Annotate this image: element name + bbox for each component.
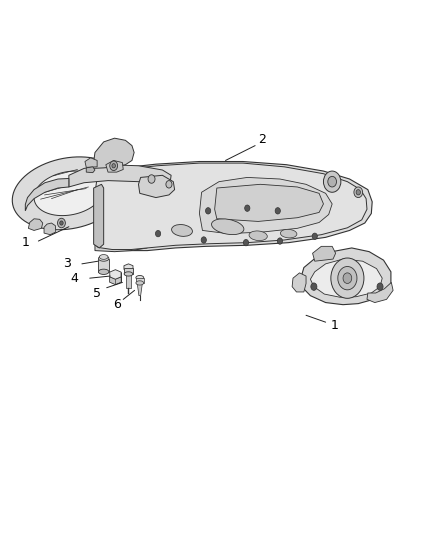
Text: 3: 3 <box>63 257 71 270</box>
Polygon shape <box>95 163 367 249</box>
Text: 1: 1 <box>330 319 338 333</box>
Circle shape <box>244 239 249 246</box>
Ellipse shape <box>99 269 109 274</box>
Polygon shape <box>199 177 332 233</box>
Text: 4: 4 <box>71 272 78 285</box>
Polygon shape <box>215 184 323 221</box>
Ellipse shape <box>99 255 108 260</box>
Polygon shape <box>44 223 56 235</box>
Polygon shape <box>12 157 125 230</box>
Polygon shape <box>124 264 133 271</box>
Text: 2: 2 <box>258 133 266 146</box>
Polygon shape <box>116 277 121 285</box>
Polygon shape <box>124 268 133 274</box>
Polygon shape <box>86 167 95 173</box>
Circle shape <box>323 171 341 192</box>
Circle shape <box>328 176 336 187</box>
Polygon shape <box>367 282 393 303</box>
Circle shape <box>331 258 364 298</box>
Circle shape <box>60 221 63 225</box>
Polygon shape <box>85 158 97 167</box>
Circle shape <box>205 208 211 214</box>
Circle shape <box>311 283 317 290</box>
Polygon shape <box>93 138 134 168</box>
Ellipse shape <box>249 231 267 240</box>
Text: 5: 5 <box>93 287 101 300</box>
Polygon shape <box>110 275 121 285</box>
Ellipse shape <box>136 276 144 280</box>
Polygon shape <box>110 270 121 279</box>
Ellipse shape <box>124 272 133 276</box>
Polygon shape <box>313 246 336 261</box>
Circle shape <box>245 205 250 212</box>
Polygon shape <box>126 274 131 288</box>
Circle shape <box>201 237 206 243</box>
Polygon shape <box>34 171 104 216</box>
Text: 6: 6 <box>113 298 120 311</box>
Polygon shape <box>301 248 391 305</box>
Ellipse shape <box>136 281 144 285</box>
Polygon shape <box>95 187 147 252</box>
Circle shape <box>277 238 283 244</box>
Polygon shape <box>95 161 372 251</box>
Polygon shape <box>292 273 306 292</box>
Polygon shape <box>28 219 43 230</box>
Polygon shape <box>94 184 104 248</box>
Circle shape <box>338 266 357 290</box>
Polygon shape <box>136 278 144 283</box>
Circle shape <box>112 164 116 168</box>
Circle shape <box>356 190 360 195</box>
Circle shape <box>343 273 352 284</box>
Polygon shape <box>69 165 171 187</box>
Ellipse shape <box>212 219 244 235</box>
Circle shape <box>377 283 383 290</box>
Polygon shape <box>106 160 123 172</box>
Circle shape <box>354 187 363 198</box>
Circle shape <box>155 230 161 237</box>
Polygon shape <box>99 259 109 272</box>
Polygon shape <box>25 179 69 211</box>
Polygon shape <box>110 277 116 285</box>
Circle shape <box>110 161 117 171</box>
Polygon shape <box>311 259 382 297</box>
Circle shape <box>148 175 155 183</box>
Circle shape <box>57 218 65 228</box>
Circle shape <box>166 181 172 188</box>
Polygon shape <box>138 175 175 198</box>
Ellipse shape <box>280 229 297 238</box>
Polygon shape <box>137 283 142 296</box>
Circle shape <box>275 208 280 214</box>
Ellipse shape <box>172 224 192 236</box>
Ellipse shape <box>99 256 109 261</box>
Circle shape <box>312 233 318 239</box>
Text: 1: 1 <box>21 236 29 249</box>
